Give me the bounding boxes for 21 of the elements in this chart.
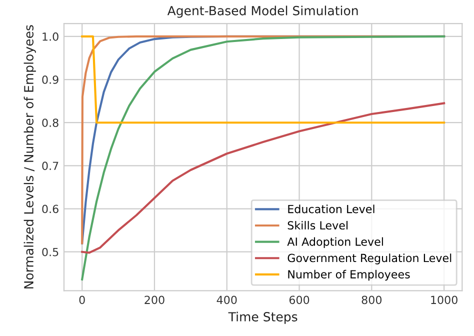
y-tick-label: 0.6 bbox=[42, 204, 58, 214]
y-tick-label: 0.7 bbox=[42, 162, 58, 170]
y-tick-label: 1.0 bbox=[42, 32, 58, 41]
x-tick-label: 800 bbox=[362, 296, 382, 304]
y-tick-label: 0.9 bbox=[42, 76, 58, 84]
legend-label: Number of Employees bbox=[288, 270, 410, 281]
x-tick-label: 200 bbox=[144, 296, 164, 304]
x-tick-label: 600 bbox=[289, 296, 310, 304]
x-tick-label: 1000 bbox=[431, 296, 458, 304]
legend-label: AI Adoption Level bbox=[287, 237, 383, 248]
line-series bbox=[81, 102, 446, 254]
y-axis-title: Normalized Levels / Number of Employees bbox=[24, 25, 36, 288]
chart-title: Agent-Based Model Simulation bbox=[167, 6, 358, 18]
x-tick-label: 400 bbox=[216, 296, 237, 304]
legend-label: Education Level bbox=[288, 204, 374, 214]
y-tick-label: 0.8 bbox=[42, 118, 58, 127]
legend-label: Skills Level bbox=[288, 220, 348, 230]
legend-label: Government Regulation Level bbox=[288, 254, 452, 264]
x-tick-label: 0 bbox=[79, 296, 85, 304]
x-axis-title: Time Steps bbox=[228, 312, 298, 324]
y-tick-label: 0.5 bbox=[42, 248, 58, 256]
